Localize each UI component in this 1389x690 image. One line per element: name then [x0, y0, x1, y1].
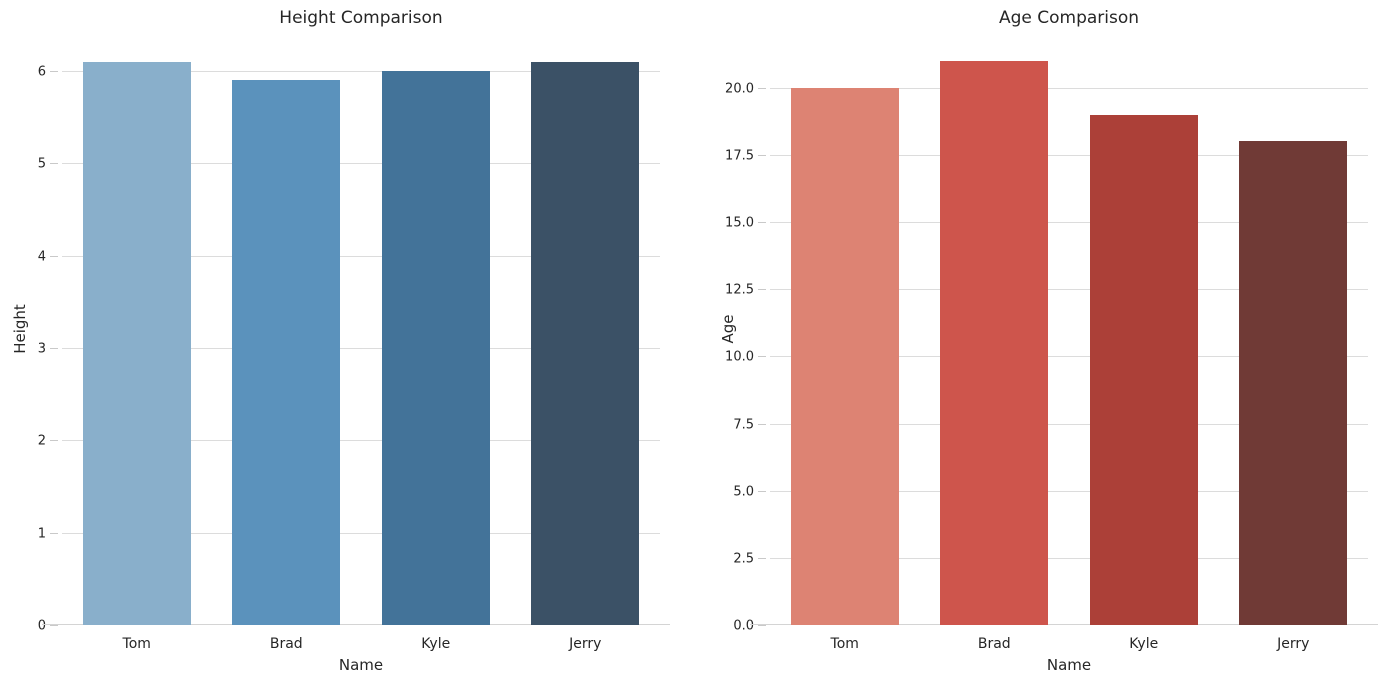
- y-tick-label: 1: [37, 526, 46, 542]
- x-tick-label: Brad: [269, 636, 303, 652]
- x-tick-label: Brad: [977, 636, 1011, 652]
- gridline: [770, 356, 1368, 358]
- bar-tom: [790, 87, 899, 625]
- bar-kyle: [1089, 114, 1198, 625]
- height-chart-title: Height Comparison: [279, 8, 443, 28]
- y-tick-label: 17.5: [725, 148, 754, 164]
- y-tick-label: 2.5: [733, 551, 754, 567]
- gridline: [770, 289, 1368, 291]
- age-chart-title: Age Comparison: [998, 8, 1140, 28]
- gridline: [770, 87, 1368, 89]
- y-tick-label: 5: [37, 156, 46, 172]
- bar-kyle: [381, 70, 490, 625]
- gridline: [62, 532, 660, 534]
- bar-jerry: [531, 61, 640, 625]
- y-tick-label: 0.0: [733, 618, 754, 634]
- y-tick-label: 4: [37, 249, 46, 265]
- y-tick-mark: [758, 557, 766, 559]
- y-tick-label: 12.5: [725, 282, 754, 298]
- gridline: [62, 70, 660, 72]
- bar-tom: [82, 61, 191, 625]
- x-tick-label: Tom: [830, 636, 859, 652]
- y-tick-mark: [758, 423, 766, 425]
- y-tick-label: 7.5: [733, 417, 754, 433]
- y-tick-mark: [758, 625, 766, 626]
- y-tick-label: 10.0: [725, 349, 754, 365]
- bar-jerry: [1239, 141, 1348, 625]
- age-x-axis-label: Name: [1046, 656, 1092, 674]
- y-tick-label: 5.0: [733, 484, 754, 500]
- x-axis-line: [42, 624, 670, 625]
- y-tick-mark: [758, 490, 766, 492]
- x-tick-label: Tom: [122, 636, 151, 652]
- y-tick-mark: [50, 163, 58, 165]
- y-tick-mark: [50, 70, 58, 72]
- gridline: [62, 255, 660, 257]
- gridline: [770, 490, 1368, 492]
- y-tick-mark: [758, 222, 766, 224]
- x-tick-label: Kyle: [1129, 636, 1159, 652]
- y-tick-mark: [50, 532, 58, 534]
- height-chart-plot-area: 0 1 2 3 4 5 6 Tom Brad Kyle Jerry: [38, 34, 670, 652]
- y-tick-mark: [50, 255, 58, 257]
- y-tick-mark: [758, 87, 766, 89]
- y-tick-mark: [50, 347, 58, 349]
- gridline: [62, 163, 660, 165]
- gridline: [770, 154, 1368, 156]
- y-tick-label: 3: [37, 341, 46, 357]
- bar-brad: [232, 80, 341, 625]
- y-tick-label: 0: [37, 618, 46, 634]
- gridline: [770, 557, 1368, 559]
- y-tick-mark: [758, 289, 766, 291]
- y-tick-mark: [758, 154, 766, 156]
- x-tick-label: Jerry: [569, 636, 602, 652]
- bar-brad: [940, 60, 1049, 625]
- x-axis-line: [750, 624, 1378, 625]
- gridline: [62, 440, 660, 442]
- x-tick-label: Jerry: [1277, 636, 1310, 652]
- y-tick-mark: [50, 625, 58, 626]
- gridline: [770, 423, 1368, 425]
- y-tick-label: 15.0: [725, 215, 754, 231]
- y-tick-label: 2: [37, 433, 46, 449]
- y-tick-mark: [50, 440, 58, 442]
- gridline: [62, 347, 660, 349]
- x-tick-label: Kyle: [421, 636, 451, 652]
- height-x-axis-label: Name: [338, 656, 384, 674]
- age-chart-plot-area: 0.0 2.5 5.0 7.5 10.0 12.5 15.0 17.5 20.0 Tom Brad K…: [725, 34, 1378, 652]
- gridline: [770, 222, 1368, 224]
- y-tick-label: 20.0: [725, 81, 754, 97]
- y-tick-label: 6: [37, 64, 46, 80]
- y-tick-mark: [758, 356, 766, 358]
